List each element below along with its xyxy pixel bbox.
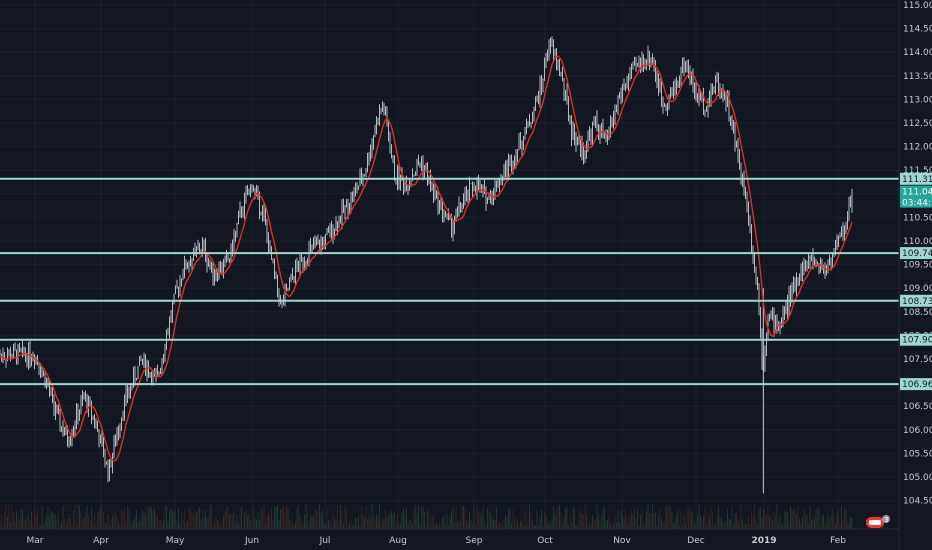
time-tick-label: Apr — [93, 536, 109, 546]
time-tick-label: May — [166, 536, 185, 546]
grid — [0, 0, 899, 529]
level-label: 108.734 — [902, 297, 932, 307]
time-tick-label: Mar — [27, 536, 44, 546]
price-tick-label: 104.500 — [903, 497, 932, 507]
price-tick-label: 114.000 — [903, 48, 932, 58]
time-tick-label: Feb — [830, 536, 846, 546]
badge-count-icon — [882, 515, 890, 523]
price-tick-label: 106.000 — [903, 426, 932, 436]
price-tick-label: 111.500 — [903, 166, 932, 176]
level-label-box — [900, 333, 932, 346]
time-tick-label: Oct — [537, 536, 553, 546]
price-tick-label: 109.500 — [903, 261, 932, 271]
time-tick-label: 2019 — [751, 536, 776, 546]
flag-icon-stripe — [869, 520, 881, 525]
time-tick-label: Jul — [319, 536, 331, 546]
level-label: 107.909 — [902, 336, 932, 346]
price-tick-label: 105.500 — [903, 449, 932, 459]
horizontal-levels[interactable] — [0, 177, 899, 386]
last-price-countdown: 03:44:14 — [902, 199, 932, 209]
level-label-box — [900, 294, 932, 307]
level-labels: 111.318 109.744 108.734 107.909 106.968 — [900, 172, 932, 391]
last-price-value: 111.047 — [902, 188, 932, 198]
time-tick-label: Jun — [244, 536, 259, 546]
price-tick-label: 114.500 — [903, 25, 932, 35]
time-tick-label: Sep — [466, 536, 483, 546]
price-tick-label: 115.000 — [903, 1, 932, 11]
flag-badge[interactable]: 3 — [866, 515, 890, 528]
price-tick-label: 107.500 — [903, 355, 932, 365]
last-price-label: 111.047 03:44:14 — [900, 185, 932, 209]
price-tick-label: 113.000 — [903, 95, 932, 105]
moving-average-line — [0, 55, 853, 462]
price-tick-label: 105.000 — [903, 473, 932, 483]
price-tick-label: 108.500 — [903, 308, 932, 318]
time-tick-label: Aug — [389, 536, 407, 546]
price-tick-label: 113.500 — [903, 72, 932, 82]
price-bars — [0, 36, 853, 494]
price-tick-label: 106.500 — [903, 402, 932, 412]
time-axis[interactable]: Mar Apr May Jun Jul Aug Sep Oct Nov Dec 2019 Feb — [27, 536, 847, 546]
level-label: 106.968 — [902, 380, 932, 390]
last-price-box — [900, 185, 932, 208]
time-tick-label: Dec — [687, 536, 704, 546]
level-label: 111.318 — [902, 175, 932, 185]
level-label-box — [900, 378, 932, 391]
level-label-box — [900, 172, 932, 185]
level-label-box — [900, 247, 932, 260]
volume-bars — [0, 504, 853, 529]
price-axis-background — [899, 0, 932, 550]
price-axis[interactable]: 115.000 114.500 114.000 113.500 113.000 112.5… — [903, 1, 932, 507]
badge-count-text: 3 — [884, 516, 888, 524]
price-tick-label: 110.000 — [903, 237, 932, 247]
price-tick-label: 112.500 — [903, 119, 932, 129]
time-tick-label: Nov — [613, 536, 631, 546]
price-tick-label: 112.000 — [903, 143, 932, 153]
price-tick-label: 109.000 — [903, 284, 932, 294]
level-label: 109.744 — [902, 249, 932, 259]
price-tick-label: 110.500 — [903, 213, 932, 223]
